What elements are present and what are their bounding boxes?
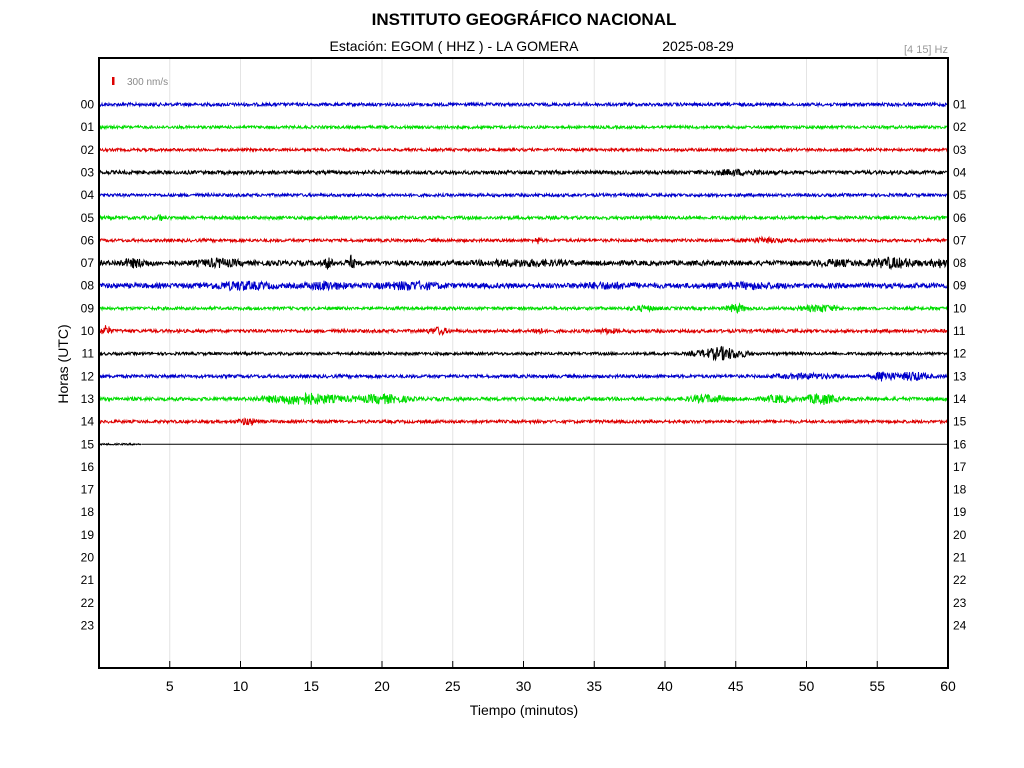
date-label: 2025-08-29	[662, 38, 734, 54]
right-hour-label: 16	[953, 437, 967, 451]
trace-hour-6	[98, 235, 949, 245]
left-hour-label: 20	[81, 551, 95, 565]
right-hour-label: 03	[953, 143, 967, 157]
trace-hour-1	[98, 123, 949, 131]
left-hour-label: 11	[82, 347, 95, 361]
left-hour-label: 17	[81, 483, 95, 497]
left-hour-label: 15	[81, 437, 95, 451]
x-tick-label: 10	[233, 678, 249, 694]
right-hour-label: 18	[953, 483, 967, 497]
x-tick-label: 40	[657, 678, 673, 694]
right-hour-label: 04	[953, 165, 967, 179]
right-hour-label: 07	[953, 233, 967, 247]
left-hour-label: 23	[81, 618, 95, 632]
left-hour-label: 21	[81, 573, 95, 587]
trace-hour-4	[98, 191, 949, 199]
scale-bar-label: 300 nm/s	[127, 77, 168, 88]
y-axis-label: Horas (UTC)	[55, 324, 71, 403]
trace-hour-15	[98, 442, 142, 447]
x-tick-label: 50	[799, 678, 815, 694]
right-hour-label: 21	[953, 551, 967, 565]
trace-hour-12	[98, 371, 949, 382]
left-hour-label: 03	[81, 165, 95, 179]
right-hour-label: 02	[953, 120, 967, 134]
x-tick-label: 15	[303, 678, 319, 694]
left-hour-label: 00	[81, 98, 95, 112]
left-hour-label: 06	[81, 233, 95, 247]
x-tick-label: 35	[586, 678, 602, 694]
trace-hour-9	[98, 302, 949, 315]
left-hour-label: 08	[81, 279, 95, 293]
chart-title: INSTITUTO GEOGRÁFICO NACIONAL	[372, 10, 677, 29]
trace-hour-7	[98, 254, 949, 271]
right-hour-labels: 01 02 03 04 05 06 07 08 09 10 11 12 13 14 15 16 17 18 19 20…	[953, 98, 967, 633]
right-hour-label: 15	[953, 415, 967, 429]
x-tick-label: 55	[869, 678, 885, 694]
right-hour-label: 05	[953, 188, 967, 202]
right-hour-label: 09	[953, 279, 967, 293]
left-hour-label: 12	[81, 369, 95, 383]
right-hour-label: 19	[953, 505, 967, 519]
left-hour-label: 10	[81, 324, 95, 338]
left-hour-label: 02	[81, 143, 95, 157]
right-hour-label: 08	[953, 256, 967, 270]
trace-hour-8	[98, 280, 949, 292]
scale-bar	[112, 77, 115, 85]
x-tick-label: 5	[166, 678, 174, 694]
trace-hour-14	[98, 417, 949, 427]
trace-hour-5	[98, 213, 949, 222]
left-hour-label: 14	[81, 415, 95, 429]
left-hour-label: 01	[81, 120, 95, 134]
x-axis-ticks: 5 10 15 20 25 30 35 40 45 50 55 60	[166, 661, 956, 694]
x-tick-label: 60	[940, 678, 956, 694]
filter-label: [4 15] Hz	[904, 44, 948, 56]
trace-hour-10	[98, 325, 949, 337]
x-tick-label: 30	[516, 678, 532, 694]
traces	[98, 100, 949, 447]
right-hour-label: 24	[953, 618, 967, 632]
trace-hour-2	[98, 146, 949, 154]
left-hour-label: 04	[81, 188, 95, 202]
trace-hour-13	[98, 391, 949, 406]
x-axis-label: Tiempo (minutos)	[470, 702, 578, 718]
left-hour-label: 13	[81, 392, 95, 406]
right-hour-label: 01	[953, 98, 967, 112]
trace-hour-3	[98, 168, 949, 178]
right-hour-label: 23	[953, 596, 967, 610]
left-hour-label: 18	[81, 505, 95, 519]
x-tick-label: 45	[728, 678, 744, 694]
x-grid	[169, 58, 949, 668]
left-hour-label: 07	[81, 256, 95, 270]
right-hour-label: 12	[953, 347, 967, 361]
right-hour-label: 14	[953, 392, 967, 406]
station-label: Estación: EGOM ( HHZ ) - LA GOMERA	[330, 38, 580, 54]
left-hour-label: 19	[81, 528, 95, 542]
trace-hour-11	[98, 345, 949, 362]
right-hour-label: 20	[953, 528, 967, 542]
right-hour-label: 11	[953, 324, 966, 338]
x-tick-label: 20	[374, 678, 390, 694]
x-tick-label: 25	[445, 678, 461, 694]
left-hour-label: 16	[81, 460, 95, 474]
left-hour-label: 05	[81, 211, 95, 225]
right-hour-label: 10	[953, 301, 967, 315]
right-hour-label: 17	[953, 460, 967, 474]
left-hour-labels: 00 01 02 03 04 05 06 07 08 09 10 11 12 13 14 15 16 17 18 19…	[81, 98, 95, 633]
trace-hour-0	[98, 100, 949, 108]
right-hour-label: 22	[953, 573, 967, 587]
right-hour-label: 06	[953, 211, 967, 225]
right-hour-label: 13	[953, 369, 967, 383]
left-hour-label: 22	[81, 596, 95, 610]
left-hour-label: 09	[81, 301, 95, 315]
